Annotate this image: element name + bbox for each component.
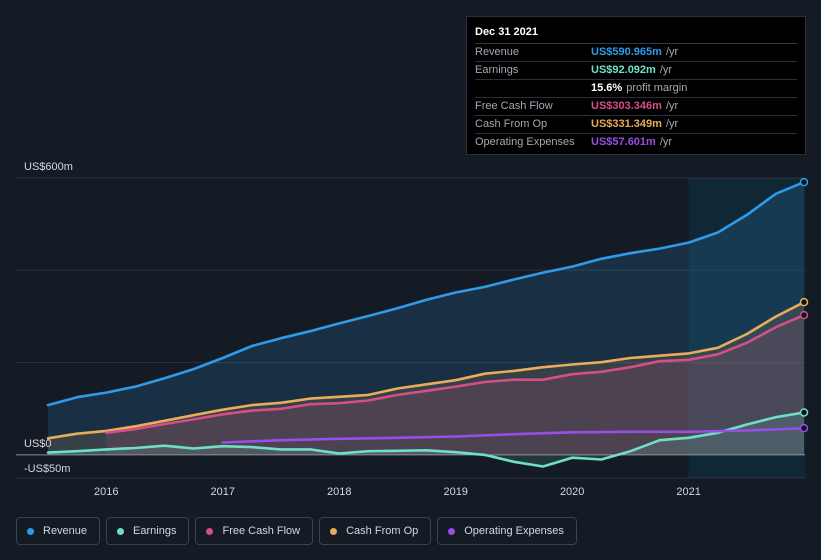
line-revenue xyxy=(46,180,806,407)
legend-dot-icon xyxy=(330,527,338,535)
endpoint-free-cash-flow xyxy=(799,310,809,320)
legend-item-earnings[interactable]: Earnings xyxy=(106,517,190,545)
x-tick-label: 2016 xyxy=(94,486,118,498)
tooltip-row-unit: /yr xyxy=(659,136,673,148)
tooltip-row: 15.6% profit margin xyxy=(475,80,797,98)
tooltip-row-unit: /yr xyxy=(665,100,679,112)
endpoint-earnings xyxy=(799,408,809,417)
area-earnings xyxy=(48,412,804,467)
legend-label: Cash From Op xyxy=(346,525,419,537)
legend-item-operating-expenses[interactable]: Operating Expenses xyxy=(437,517,577,545)
tooltip-row-value: 15.6% xyxy=(591,82,623,94)
tooltip-date: Dec 31 2021 xyxy=(475,25,797,44)
line-operating-expenses xyxy=(221,426,806,444)
x-tick-label: 2018 xyxy=(327,486,351,498)
tooltip-row-label: Free Cash Flow xyxy=(475,100,553,112)
tooltip-row-value: US$92.092m xyxy=(591,64,656,76)
tooltip-row-label: Operating Expenses xyxy=(475,136,575,148)
tooltip-row-label: Earnings xyxy=(475,64,519,76)
tooltip-row-label: Revenue xyxy=(475,46,520,58)
endpoint-operating-expenses xyxy=(799,423,809,433)
series-areas xyxy=(48,182,804,467)
y-tick-label: -US$50m xyxy=(24,463,70,475)
legend-item-revenue[interactable]: Revenue xyxy=(16,517,101,545)
tooltip-row-unit: /yr xyxy=(659,64,673,76)
tooltip-row-value: US$303.346m xyxy=(591,100,662,112)
tooltip-row-value: US$331.349m xyxy=(591,118,662,130)
series-endpoints xyxy=(799,177,809,433)
legend-label: Revenue xyxy=(43,525,88,537)
legend-dot-icon xyxy=(27,527,34,535)
legend-item-free-cash-flow[interactable]: Free Cash Flow xyxy=(195,517,314,545)
legend-dot-icon xyxy=(206,527,214,535)
tooltip-row-label xyxy=(475,80,591,97)
legend-label: Free Cash Flow xyxy=(222,525,301,537)
legend: Revenue Earnings Free Cash Flow Cash From O… xyxy=(16,517,577,547)
tooltip: Dec 31 2021 Revenue US$590.965m/yr Earning… xyxy=(466,16,806,155)
x-axis: 2016 2017 2018 2019 2020 2021 xyxy=(94,486,701,498)
y-axis: US$600m US$0 -US$50m xyxy=(24,161,73,475)
tooltip-row: Free Cash Flow US$303.346m/yr xyxy=(475,98,797,116)
x-tick-label: 2019 xyxy=(443,486,467,498)
tooltip-row: Cash From Op US$331.349m/yr xyxy=(475,116,797,134)
x-tick-label: 2020 xyxy=(560,486,584,498)
area-revenue xyxy=(48,182,804,455)
line-free-cash-flow xyxy=(104,313,806,435)
series-lines xyxy=(46,180,806,468)
tooltip-row-unit: /yr xyxy=(665,46,679,58)
line-cash-from-op xyxy=(46,300,806,440)
line-earnings xyxy=(46,411,806,468)
legend-label: Earnings xyxy=(133,525,177,537)
tooltip-row-unit: profit margin xyxy=(626,82,688,94)
legend-item-cash-from-op[interactable]: Cash From Op xyxy=(319,517,432,545)
endpoint-revenue xyxy=(799,177,809,187)
tooltip-rows: Revenue US$590.965m/yr Earnings US$92.092m /… xyxy=(475,44,797,151)
area-free-cash-flow xyxy=(106,315,804,455)
y-tick-label: US$0 xyxy=(24,438,52,450)
y-tick-label: US$600m xyxy=(24,161,73,173)
legend-dot-icon xyxy=(117,527,125,535)
legend-dot-icon xyxy=(448,527,456,535)
legend-label: Operating Expenses xyxy=(464,525,564,537)
tooltip-row-label: Cash From Op xyxy=(475,118,548,130)
tooltip-row-value: US$57.601m xyxy=(591,136,656,148)
tooltip-row-value: US$590.965m xyxy=(591,46,662,58)
x-tick-label: 2021 xyxy=(676,486,700,498)
tooltip-row: Revenue US$590.965m/yr xyxy=(475,44,797,62)
tooltip-row-unit: /yr xyxy=(665,118,679,130)
x-tick-label: 2017 xyxy=(210,486,234,498)
grid xyxy=(16,177,805,479)
tooltip-row: Earnings US$92.092m/yr xyxy=(475,62,797,80)
tooltip-row: Operating Expenses US$57.601m/yr xyxy=(475,134,797,151)
endpoint-cash-from-op xyxy=(799,297,809,307)
area-cash-from-op xyxy=(48,302,804,455)
